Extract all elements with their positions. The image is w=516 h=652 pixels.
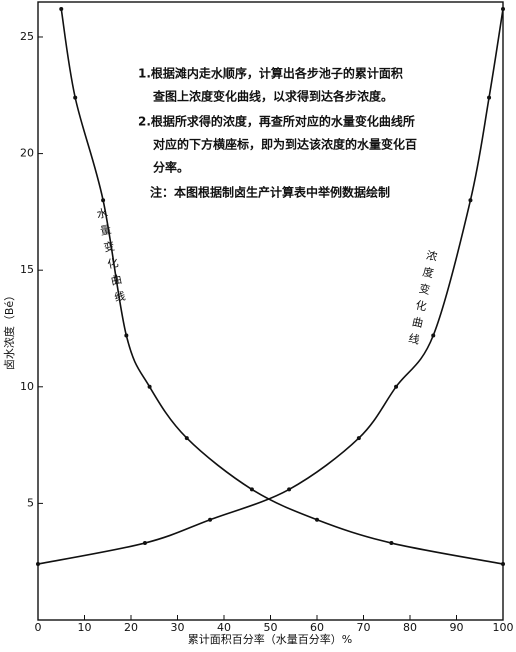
point (36, 562, 40, 567)
curve-label: 水量变化曲线 (94, 206, 128, 309)
x-tick-label: 50 (264, 621, 278, 634)
x-tick-label: 60 (310, 621, 324, 634)
note: 对应的下方横座标，即为到达该浓度的水量变化百 (153, 137, 417, 152)
point (147, 384, 152, 389)
x-axis-label: 累计面积百分率（水量百分率）% (188, 632, 352, 646)
x-tick-label: 90 (450, 621, 464, 634)
point (59, 6, 64, 11)
x-tick-label: 100 (493, 621, 514, 634)
note: 注：本图根据制卤生产计算表中举例数据绘制 (150, 185, 390, 200)
x-tick-label: 30 (171, 621, 185, 634)
point (315, 517, 319, 522)
x-tick-label: 80 (403, 621, 417, 634)
x-tick-label: 10 (78, 621, 92, 634)
y-tick-label: 5 (27, 496, 34, 509)
y-tick-label: 25 (20, 30, 34, 43)
x-tick-label: 20 (124, 621, 138, 634)
note: 1.根据滩内走水顺序，计算出各步池子的累计面积 (138, 66, 403, 81)
point (501, 6, 505, 11)
y-tick-label: 10 (20, 380, 34, 393)
note: 查图上浓度变化曲线，以求得到达各步浓度。 (152, 89, 393, 104)
point (73, 95, 78, 100)
y-tick-label: 15 (20, 263, 34, 276)
point (394, 384, 399, 389)
point (101, 198, 106, 203)
point (124, 333, 129, 338)
x-tick-label: 0 (35, 621, 42, 634)
point (468, 198, 473, 203)
note: 分率。 (153, 160, 189, 175)
point (389, 541, 394, 546)
x-tick-label: 70 (357, 621, 371, 634)
point (356, 436, 361, 441)
point (431, 333, 436, 338)
y-axis-label: 卤水浓度（Bé） (2, 290, 16, 370)
y-tick-label: 20 (20, 147, 34, 160)
point (287, 487, 292, 492)
point (487, 95, 492, 100)
curve (60, 8, 504, 565)
point (142, 541, 147, 546)
point (208, 517, 213, 522)
point (249, 487, 254, 492)
note: 2.根据所求得的浓度，再查所对应的水量变化曲线所 (138, 114, 415, 129)
point (184, 436, 189, 441)
x-tick-label: 40 (217, 621, 231, 634)
curve (37, 8, 504, 565)
point (501, 562, 505, 567)
